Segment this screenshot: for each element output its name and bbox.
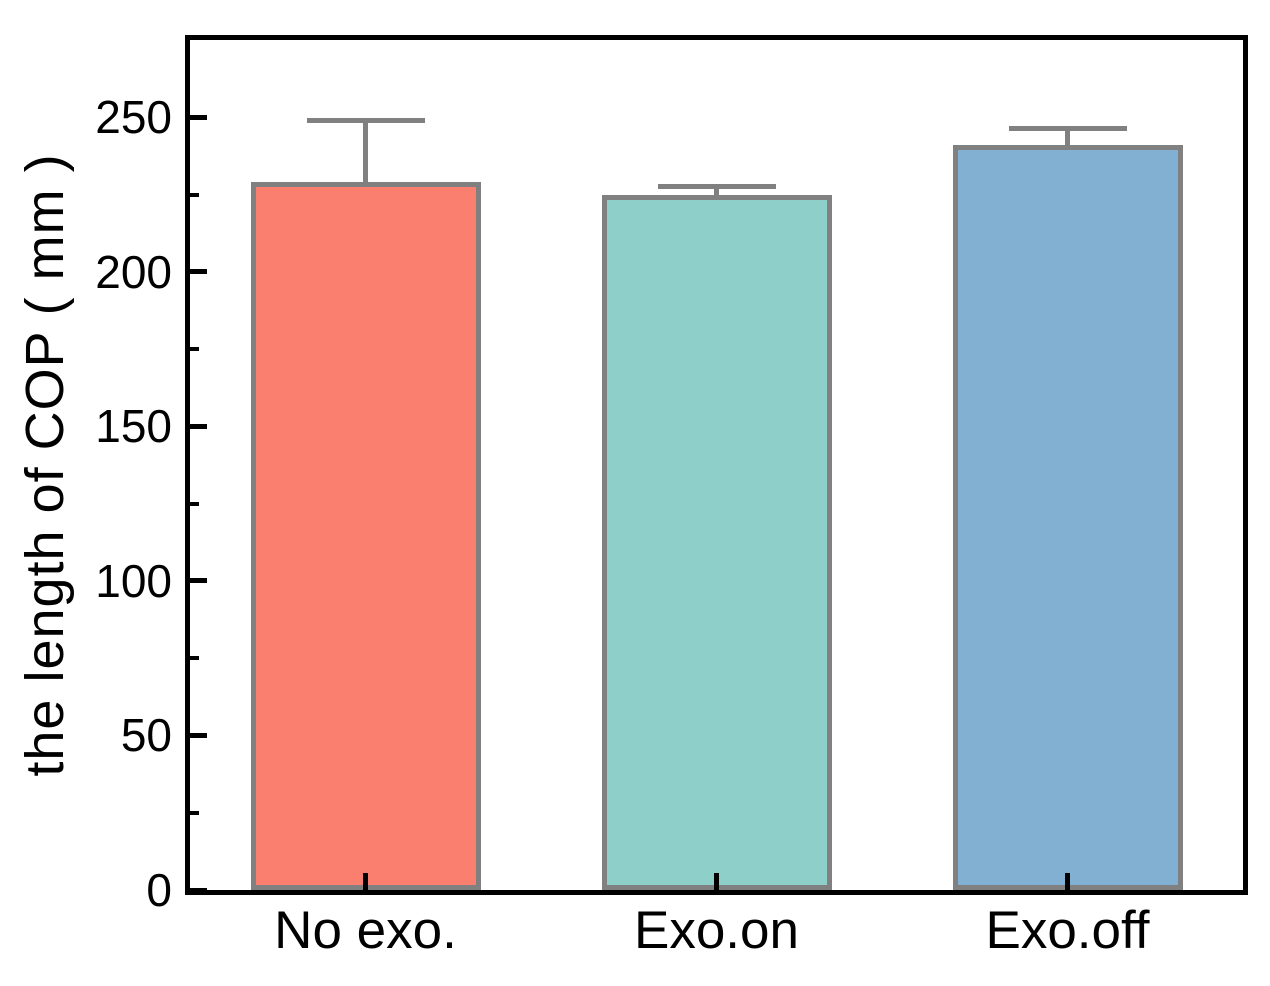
y-tick-label: 50 [120,709,172,762]
y-minor-tick [190,347,199,352]
y-major-tick [190,423,207,429]
plot-area [190,40,1243,893]
y-minor-tick [190,810,199,815]
y-minor-tick [190,656,199,661]
error-bar-cap [657,184,776,190]
y-tick-label: 150 [95,400,172,453]
y-tick-label: 250 [95,91,172,144]
y-major-tick [190,114,207,120]
x-major-tick [1065,873,1070,890]
y-minor-tick [190,501,199,506]
y-tick-labels: 0 50 100 150 200 250 [0,40,172,913]
error-bar-cap [306,117,425,123]
bar [250,182,481,890]
y-major-tick [190,578,207,584]
y-minor-tick [190,192,199,197]
y-major-tick [190,887,207,893]
y-tick-label: 200 [95,245,172,298]
x-category-label: Exo.on [633,901,799,960]
y-tick-label: 100 [95,554,172,607]
x-major-tick [714,873,719,890]
y-tick-label: 0 [146,864,172,916]
x-category-label: No exo. [274,901,457,960]
x-major-tick [363,873,368,890]
error-bar-line [714,186,719,198]
x-category-label: Exo.off [985,901,1150,960]
error-bar-line [1065,128,1070,149]
bar [952,145,1183,890]
y-major-tick [190,269,207,275]
y-major-tick [190,732,207,738]
error-bar-line [363,120,368,186]
bar [601,194,832,890]
error-bar-cap [1008,125,1127,131]
